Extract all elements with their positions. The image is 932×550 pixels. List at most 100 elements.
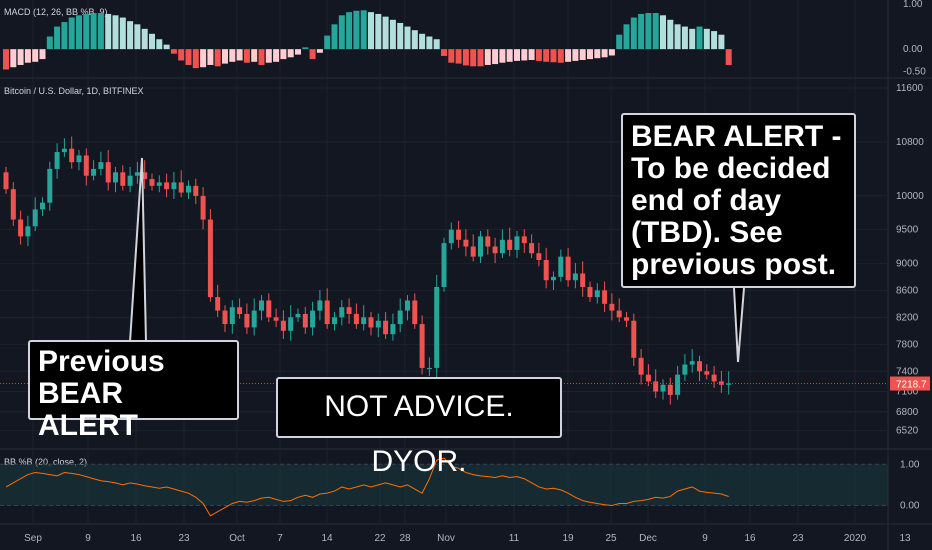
macd-title: MACD (12, 26, BB %B, 9): [4, 7, 108, 17]
candle-body: [718, 381, 724, 385]
candle-body: [587, 286, 593, 298]
macd-bar: [652, 13, 659, 50]
macd-bar: [660, 15, 666, 50]
macd-bar: [236, 49, 243, 61]
price-tick-label: 6800: [896, 407, 919, 418]
price-tick-label: 7400: [896, 366, 919, 377]
candle-body: [499, 239, 505, 254]
callout-pointer-bear-alert: [733, 287, 745, 363]
time-tick-label: 9: [85, 533, 91, 544]
candle-body: [456, 229, 462, 240]
candle-body: [616, 310, 622, 318]
candle-body: [572, 273, 578, 281]
last-price-tag: [890, 376, 930, 391]
time-tick-label: 11: [509, 533, 520, 544]
candle-body: [353, 313, 359, 325]
macd-bar: [316, 49, 323, 53]
time-axis: Sep 9 16 23 Oct 7 14 22 28 Nov 11 19 25 Dec 9 16 23 2020 1…: [24, 533, 911, 544]
price-panel: Bitcoin / U.S. Dollar, 1D, BITFINEX 1160…: [0, 83, 930, 437]
candle-body: [259, 300, 264, 311]
candle-body: [120, 172, 126, 186]
candle-body: [521, 236, 527, 244]
macd-bar: [68, 17, 75, 50]
macd-bar: [32, 49, 39, 62]
candle-body: [61, 148, 67, 153]
macd-bar: [119, 17, 126, 50]
macd-bar: [470, 49, 477, 67]
candle-body: [397, 310, 403, 325]
candle-body: [332, 317, 337, 325]
macd-bar: [76, 15, 82, 50]
candle-body: [697, 361, 702, 372]
macd-bar: [411, 30, 418, 50]
macd-bar: [419, 33, 426, 50]
candle-body: [368, 317, 374, 328]
candle-body: [10, 189, 16, 220]
macd-bar: [492, 49, 499, 65]
candle-body: [594, 290, 600, 298]
macd-tick-label: 0.00: [903, 44, 923, 55]
macd-bar: [149, 33, 155, 50]
candle-body: [91, 168, 97, 176]
candle-body: [18, 219, 24, 237]
macd-bar: [389, 19, 396, 50]
bb-band-fill: [0, 464, 888, 506]
price-tick-label: 9000: [896, 258, 919, 269]
candle-body: [164, 182, 170, 190]
macd-bar: [521, 49, 528, 61]
candle-body: [324, 300, 330, 325]
macd-bar: [696, 26, 703, 50]
candle-body: [251, 310, 257, 328]
macd-bar: [674, 24, 681, 50]
price-tick-label: 11600: [896, 83, 924, 94]
candle-body: [470, 246, 476, 257]
candle-body: [448, 229, 454, 244]
candle-body: [83, 155, 89, 176]
candle-body: [200, 195, 206, 220]
macd-bar: [360, 10, 367, 50]
macd-bar: [368, 12, 374, 50]
candle-body: [405, 300, 410, 311]
candle-body: [25, 226, 31, 237]
macd-bar: [134, 24, 141, 50]
candle-body: [383, 320, 389, 335]
time-tick-label: 28: [399, 533, 411, 544]
candle-body: [273, 317, 279, 321]
candle-body: [317, 300, 323, 311]
candle-body: [280, 320, 286, 331]
macd-bar: [141, 28, 148, 50]
candle-body: [390, 324, 396, 335]
candle-body: [178, 182, 184, 193]
macd-bar: [535, 49, 542, 61]
candle-body: [682, 364, 688, 375]
candle-body: [339, 307, 345, 318]
macd-bar: [3, 49, 9, 70]
candle-body: [156, 182, 162, 186]
price-tick-label: 10000: [896, 191, 924, 202]
bbpercentb-panel: BB %B (20, close, 2) 1.00 0.00: [0, 457, 920, 517]
candle-body: [536, 253, 542, 260]
candle-body: [69, 148, 75, 163]
macd-bar: [382, 16, 389, 50]
callout-bear-alert: BEAR ALERT - To be decided end of day (T…: [621, 113, 856, 288]
candle-body: [485, 236, 491, 247]
callout-disclaimer-text: NOT ADVICE. DYOR.: [324, 390, 514, 478]
macd-bar: [200, 49, 207, 68]
candle-body: [98, 162, 104, 169]
price-tick-label: 8200: [896, 312, 919, 323]
candle-body: [602, 290, 608, 304]
macd-bar: [105, 13, 112, 50]
macd-tick-label: -0.50: [903, 67, 926, 78]
macd-bar: [455, 49, 462, 64]
time-tick-label: 19: [562, 533, 574, 544]
candle-body: [32, 209, 38, 227]
time-tick-label: 2020: [844, 533, 867, 544]
candle-body: [529, 243, 535, 254]
macd-bar: [273, 49, 280, 62]
macd-bar: [295, 49, 301, 55]
candle-body: [375, 320, 381, 328]
macd-bar: [39, 49, 46, 60]
bb-tick-label: 0.00: [900, 501, 920, 512]
macd-bar: [214, 49, 221, 67]
price-tick-label: 6520: [896, 426, 919, 437]
